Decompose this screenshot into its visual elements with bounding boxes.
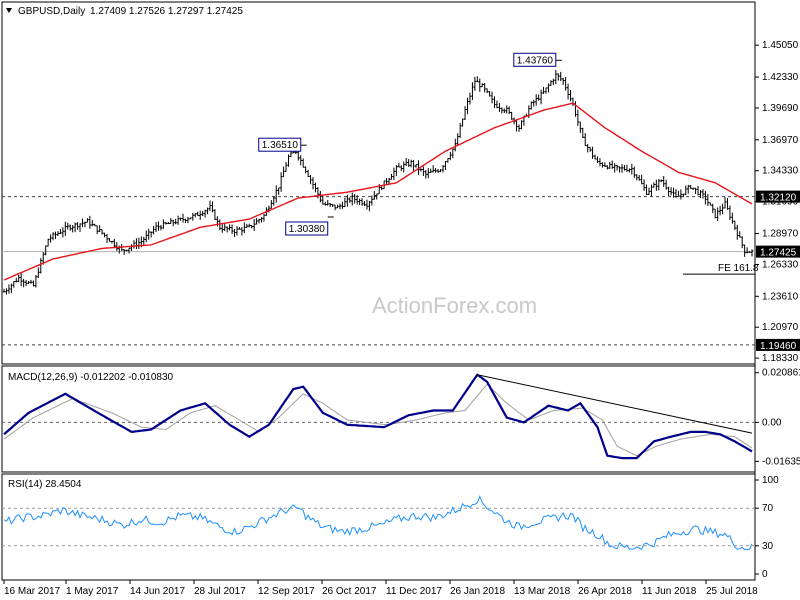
chart-header-ohlc: 1.27409 1.27526 1.27297 1.27425 [90,6,243,17]
date-tick-label: 26 Oct 2017 [322,586,377,597]
date-tick-label: 13 Mar 2018 [514,586,571,597]
annotation-label: 1.30380 [289,224,326,235]
price-tick-label: 1.28970 [762,229,799,240]
fe-label: FE 161.8 [718,263,759,274]
date-tick-label: 26 Apr 2018 [578,586,632,597]
rsi-tick-label: 100 [762,475,779,486]
date-tick-label: 26 Jan 2018 [450,586,505,597]
price-annotations: 1.43760 1.36510 1.30380 [258,52,562,236]
header-triangle-icon [6,8,12,13]
rsi-axis: 100 70 30 0 [2,475,779,580]
price-tick-label: 1.23610 [762,291,799,302]
date-tick-label: 25 Jul 2018 [706,586,758,597]
date-tick-label: 28 Jul 2017 [194,586,246,597]
price-tick-label: 1.18330 [762,353,799,364]
current-price-label: 1.27425 [760,248,797,259]
rsi-title: RSI(14) 28.4504 [8,479,82,490]
macd-tick-label: -0.016357 [762,456,800,467]
level-label-box [756,338,800,351]
date-axis: 16 Mar 2017 1 May 2017 14 Jun 2017 28 Jul 2… [3,580,758,597]
price-candles [2,70,754,295]
annotation-box [285,221,329,236]
annotation-label: 1.43760 [517,55,554,66]
macd-title: MACD(12,26,9) -0.012202 -0.010830 [8,372,174,383]
annotation-label: 1.36510 [262,140,299,151]
price-tick-label: 1.34330 [762,166,799,177]
level-label-box [756,190,800,203]
rsi-tick-label: 0 [762,569,768,580]
moving-average-line [3,102,753,281]
date-tick-label: 16 Mar 2017 [4,586,61,597]
watermark: ActionForex.com [372,293,537,318]
rsi-panel-frame [1,473,756,581]
price-tick-label: 1.42330 [762,72,799,83]
date-tick-label: 12 Sep 2017 [258,586,315,597]
macd-signal-line [3,383,753,457]
macd-tick-label: 0.00 [762,417,782,428]
price-tick-label: 1.26330 [762,259,799,270]
rsi-line [3,495,753,551]
price-tick-label: 1.39690 [762,103,799,114]
date-tick-label: 11 Jun 2018 [642,586,697,597]
macd-line [3,373,753,460]
level-label: 1.32120 [760,193,797,204]
macd-trendline [477,374,753,434]
current-price-box [756,245,800,258]
price-tick-label: 1.36970 [762,135,799,146]
date-tick-label: 1 May 2017 [66,586,119,597]
chart-header-symbol: GBPUSD,Daily [18,6,85,17]
price-tick-label: 1.20970 [762,322,799,333]
rsi-tick-label: 70 [762,503,774,514]
macd-tick-label: 0.020861 [762,368,800,379]
date-tick-label: 11 Dec 2017 [386,586,442,597]
price-tick-label: 1.45050 [762,40,799,51]
date-tick-label: 14 Jun 2017 [130,586,185,597]
level-label: 1.19460 [760,341,797,352]
macd-axis: 0.020861 0.00 -0.016357 [2,368,800,467]
rsi-tick-label: 30 [762,541,774,552]
